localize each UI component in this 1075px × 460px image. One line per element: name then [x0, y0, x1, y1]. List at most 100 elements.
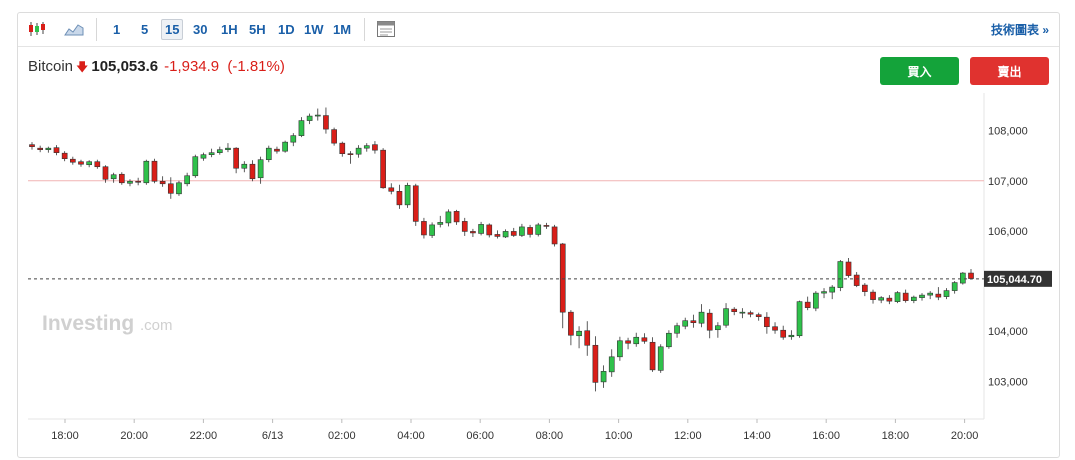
- candle: [551, 224, 558, 247]
- candle-body: [666, 332, 672, 348]
- last-price-label: 105,044.70: [987, 274, 1042, 286]
- candle: [143, 159, 150, 185]
- interval-1[interactable]: 1: [113, 22, 121, 37]
- candle-body: [257, 159, 264, 179]
- candle: [494, 230, 501, 239]
- candle-body: [200, 154, 207, 159]
- candle: [363, 143, 370, 152]
- interval-30[interactable]: 30: [193, 22, 208, 37]
- candle-body: [233, 147, 239, 169]
- candle-body: [551, 226, 558, 245]
- candle: [682, 317, 689, 330]
- candle-body: [69, 158, 76, 163]
- toolbar-divider: [96, 18, 97, 41]
- candle-body: [559, 243, 566, 313]
- candle-body: [527, 227, 533, 235]
- interval-1m[interactable]: 1M: [333, 22, 352, 37]
- candle: [674, 322, 680, 338]
- candle-body: [584, 330, 591, 346]
- candle-body: [519, 226, 525, 236]
- candle: [600, 365, 607, 388]
- candlestick-chart[interactable]: Investing .com 108,000 107,000 106,000 104,…: [18, 13, 1059, 457]
- candle: [657, 344, 664, 373]
- candle: [298, 117, 305, 138]
- candle: [461, 217, 468, 236]
- candle-body: [494, 234, 501, 237]
- candle: [388, 183, 395, 195]
- candle-body: [274, 148, 280, 152]
- candle-body: [478, 224, 484, 234]
- area-chart-icon[interactable]: [63, 19, 85, 39]
- candle-body: [347, 153, 354, 155]
- candle: [837, 260, 844, 292]
- x-tick-label: 14:00: [743, 430, 771, 442]
- candle: [86, 160, 92, 168]
- candle: [519, 223, 525, 237]
- candle-body: [649, 341, 656, 371]
- candle: [911, 295, 917, 304]
- candle-body: [878, 297, 885, 301]
- sell-button[interactable]: 賣出: [970, 57, 1049, 85]
- interval-5[interactable]: 5: [141, 22, 149, 37]
- candle: [559, 242, 566, 329]
- x-tick-label: 16:00: [812, 430, 840, 442]
- candle: [323, 107, 329, 134]
- candle-body: [845, 261, 852, 276]
- candle-body: [225, 147, 231, 150]
- candle-body: [29, 144, 35, 147]
- candle-body: [265, 147, 272, 161]
- candle-body: [290, 135, 297, 143]
- candle: [437, 215, 444, 228]
- candle: [37, 145, 43, 153]
- candle-body: [576, 330, 582, 337]
- x-tick-label: 06:00: [466, 430, 494, 442]
- interval-5h[interactable]: 5H: [249, 22, 266, 37]
- candle: [829, 285, 836, 300]
- candle: [960, 272, 966, 285]
- candle-body: [951, 282, 958, 291]
- candle: [118, 172, 125, 185]
- candle: [666, 330, 672, 349]
- candle-body: [192, 156, 199, 177]
- candle: [192, 154, 199, 178]
- quote-header: Bitcoin 🡇 105,053.6 -1,934.9 (-1.81%): [28, 58, 285, 79]
- candle-body: [723, 308, 729, 326]
- candle: [216, 146, 223, 155]
- candle-body: [510, 231, 517, 236]
- candle-body: [641, 337, 648, 342]
- candle-body: [813, 292, 819, 309]
- candle-body: [927, 292, 934, 296]
- candle-body: [143, 160, 150, 184]
- x-tick-label: 04:00: [397, 430, 425, 442]
- candle-body: [804, 301, 811, 308]
- candle: [902, 289, 909, 303]
- interval-1d[interactable]: 1D: [278, 22, 295, 37]
- candle-body: [657, 346, 664, 371]
- candle: [486, 223, 493, 238]
- candle-body: [592, 344, 599, 383]
- candle: [576, 326, 582, 349]
- candlestick-icon[interactable]: [26, 19, 48, 39]
- calendar-icon[interactable]: [375, 19, 397, 39]
- candle: [584, 321, 591, 356]
- candle-body: [412, 185, 419, 222]
- candle: [788, 330, 795, 340]
- candle: [282, 140, 288, 153]
- technical-chart-link[interactable]: 技術圖表 »: [990, 23, 1049, 37]
- candle: [641, 333, 648, 344]
- candle-body: [372, 144, 378, 151]
- candle-body: [86, 161, 92, 166]
- interval-1h[interactable]: 1H: [221, 22, 238, 37]
- x-tick-label: 6/13: [262, 430, 283, 442]
- candle-body: [355, 147, 362, 155]
- candle: [184, 172, 190, 187]
- interval-15[interactable]: 15: [161, 19, 184, 40]
- buy-button[interactable]: 買入: [880, 57, 959, 85]
- watermark-brand: Investing: [42, 312, 134, 335]
- candle-body: [796, 301, 803, 337]
- candle: [927, 291, 934, 300]
- interval-1w[interactable]: 1W: [304, 22, 324, 37]
- candle-body: [608, 356, 615, 373]
- y-tick-label: 108,000: [988, 126, 1028, 138]
- candle-body: [568, 311, 574, 336]
